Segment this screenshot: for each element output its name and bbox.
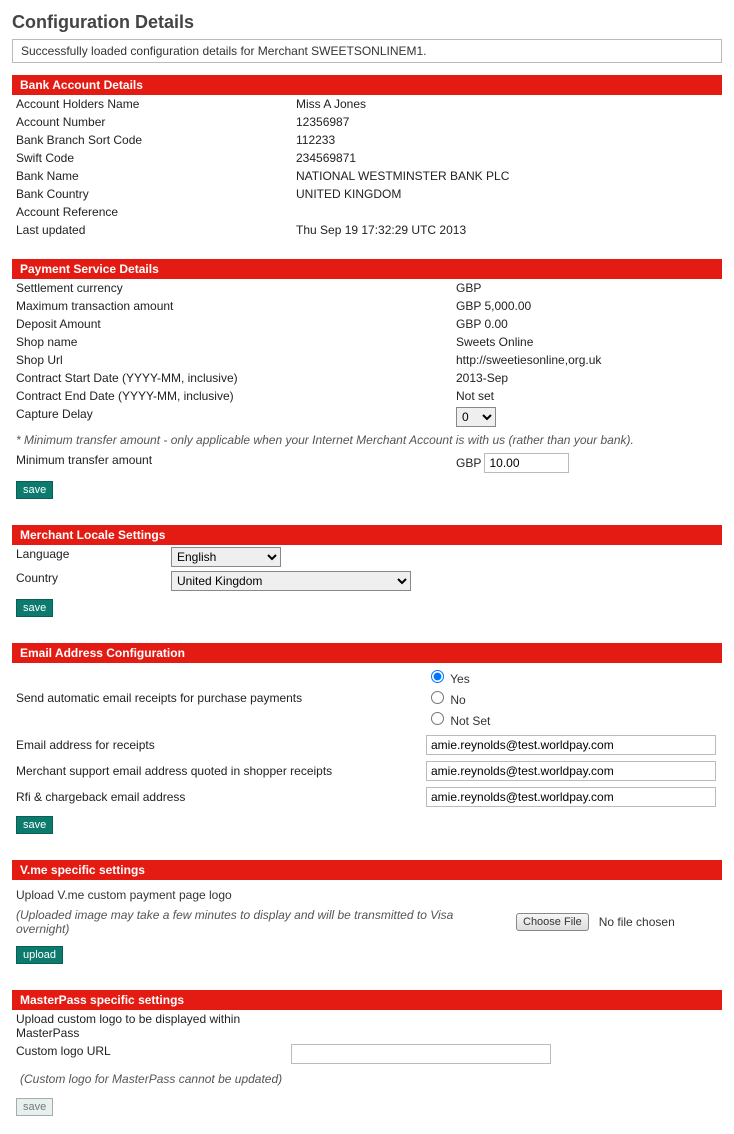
email-auto-yes-option[interactable]: Yes xyxy=(426,666,490,687)
mp-upload-label: Upload custom logo to be displayed withi… xyxy=(16,1012,291,1040)
masterpass-save-button: save xyxy=(16,1098,53,1116)
bank-name-value: NATIONAL WESTMINSTER BANK PLC xyxy=(296,169,509,183)
bank-holder-value: Miss A Jones xyxy=(296,97,366,111)
payment-shopurl-value: http://sweetiesonline,org.uk xyxy=(456,353,601,367)
bank-reference-label: Account Reference xyxy=(16,205,296,219)
email-auto-yes-text: Yes xyxy=(450,672,470,686)
capture-delay-select[interactable]: 0 xyxy=(456,407,496,427)
bank-holder-label: Account Holders Name xyxy=(16,97,296,111)
locale-section-header: Merchant Locale Settings xyxy=(12,525,722,545)
bank-section-header: Bank Account Details xyxy=(12,75,722,95)
email-auto-notset-radio[interactable] xyxy=(431,712,444,725)
language-select[interactable]: English xyxy=(171,547,281,567)
bank-number-label: Account Number xyxy=(16,115,296,129)
bank-country-value: UNITED KINGDOM xyxy=(296,187,401,201)
payment-settlement-label: Settlement currency xyxy=(16,281,456,295)
locale-country-label: Country xyxy=(16,571,171,591)
bank-number-value: 12356987 xyxy=(296,115,349,129)
email-auto-no-option[interactable]: No xyxy=(426,687,490,708)
payment-min-transfer-label: Minimum transfer amount xyxy=(16,453,456,473)
bank-country-label: Bank Country xyxy=(16,187,296,201)
bank-name-label: Bank Name xyxy=(16,169,296,183)
bank-swift-value: 234569871 xyxy=(296,151,356,165)
vme-note: (Uploaded image may take a few minutes t… xyxy=(16,908,506,936)
email-auto-notset-option[interactable]: Not Set xyxy=(426,708,490,729)
email-rfi-input[interactable] xyxy=(426,787,716,807)
country-select[interactable]: United Kingdom xyxy=(171,571,411,591)
bank-updated-label: Last updated xyxy=(16,223,296,237)
payment-start-label: Contract Start Date (YYYY-MM, inclusive) xyxy=(16,371,456,385)
bank-sort-value: 112233 xyxy=(296,133,335,147)
vme-upload-label: Upload V.me custom payment page logo xyxy=(12,880,722,904)
payment-deposit-value: GBP 0.00 xyxy=(456,317,508,331)
email-auto-label: Send automatic email receipts for purcha… xyxy=(16,691,426,705)
payment-min-transfer-note: * Minimum transfer amount - only applica… xyxy=(16,433,718,447)
email-save-button[interactable]: save xyxy=(16,816,53,834)
payment-settlement-value: GBP xyxy=(456,281,481,295)
payment-end-value: Not set xyxy=(456,389,494,403)
email-support-input[interactable] xyxy=(426,761,716,781)
masterpass-section-header: MasterPass specific settings xyxy=(12,990,722,1010)
email-auto-yes-radio[interactable] xyxy=(431,670,444,683)
email-auto-no-radio[interactable] xyxy=(431,691,444,704)
vme-choose-file-button[interactable]: Choose File xyxy=(516,913,589,931)
mp-note: (Custom logo for MasterPass cannot be up… xyxy=(20,1072,295,1086)
payment-save-button[interactable]: save xyxy=(16,481,53,499)
bank-sort-label: Bank Branch Sort Code xyxy=(16,133,296,147)
bank-updated-value: Thu Sep 19 17:32:29 UTC 2013 xyxy=(296,223,466,237)
payment-maxtx-label: Maximum transaction amount xyxy=(16,299,456,313)
payment-section-header: Payment Service Details xyxy=(12,259,722,279)
vme-section-header: V.me specific settings xyxy=(12,860,722,880)
email-receipts-input[interactable] xyxy=(426,735,716,755)
email-support-label: Merchant support email address quoted in… xyxy=(16,764,426,778)
email-auto-no-text: No xyxy=(450,693,465,707)
mp-url-input[interactable] xyxy=(291,1044,551,1064)
payment-deposit-label: Deposit Amount xyxy=(16,317,456,331)
payment-capture-label: Capture Delay xyxy=(16,407,456,427)
page-title: Configuration Details xyxy=(12,12,722,33)
locale-save-button[interactable]: save xyxy=(16,599,53,617)
payment-shopurl-label: Shop Url xyxy=(16,353,456,367)
vme-upload-button[interactable]: upload xyxy=(16,946,63,964)
email-receipts-label: Email address for receipts xyxy=(16,738,426,752)
locale-language-label: Language xyxy=(16,547,171,567)
email-rfi-label: Rfi & chargeback email address xyxy=(16,790,426,804)
bank-swift-label: Swift Code xyxy=(16,151,296,165)
payment-maxtx-value: GBP 5,000.00 xyxy=(456,299,531,313)
payment-start-value: 2013-Sep xyxy=(456,371,508,385)
email-auto-notset-text: Not Set xyxy=(450,714,490,728)
status-message: Successfully loaded configuration detail… xyxy=(12,39,722,63)
payment-shopname-value: Sweets Online xyxy=(456,335,533,349)
payment-shopname-label: Shop name xyxy=(16,335,456,349)
mp-url-label: Custom logo URL xyxy=(16,1044,291,1064)
payment-end-label: Contract End Date (YYYY-MM, inclusive) xyxy=(16,389,456,403)
payment-min-transfer-currency: GBP xyxy=(456,456,481,470)
min-transfer-input[interactable] xyxy=(484,453,569,473)
email-section-header: Email Address Configuration xyxy=(12,643,722,663)
vme-file-status: No file chosen xyxy=(599,915,675,929)
